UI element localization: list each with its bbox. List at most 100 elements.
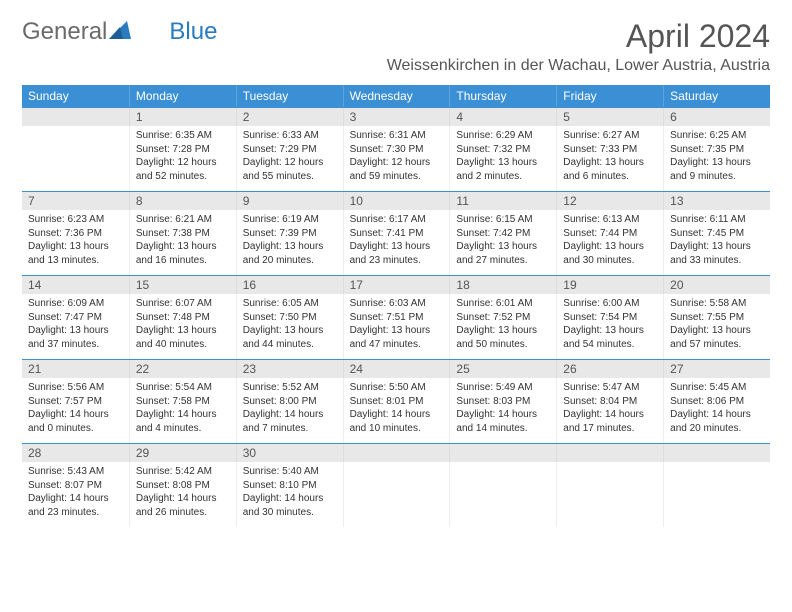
day-detail: Sunrise: 5:40 AMSunset: 8:10 PMDaylight:… xyxy=(236,462,343,527)
day-number: 15 xyxy=(129,276,236,294)
day-detail: Sunrise: 6:13 AMSunset: 7:44 PMDaylight:… xyxy=(556,210,663,275)
day-number: 16 xyxy=(236,276,343,294)
weekday-header-row: SundayMondayTuesdayWednesdayThursdayFrid… xyxy=(22,85,770,107)
day-detail: Sunrise: 5:52 AMSunset: 8:00 PMDaylight:… xyxy=(236,378,343,443)
day-detail: Sunrise: 6:21 AMSunset: 7:38 PMDaylight:… xyxy=(129,210,236,275)
daynum-row: 14151617181920 xyxy=(22,275,770,294)
sunrise-text: Sunrise: 5:49 AM xyxy=(456,381,550,395)
day-number xyxy=(556,444,663,462)
sunrise-text: Sunrise: 5:58 AM xyxy=(670,297,764,311)
day-detail: Sunrise: 5:47 AMSunset: 8:04 PMDaylight:… xyxy=(556,378,663,443)
day-detail xyxy=(343,462,450,527)
location-text: Weissenkirchen in der Wachau, Lower Aust… xyxy=(387,57,770,75)
sunset-text: Sunset: 7:45 PM xyxy=(670,227,764,241)
sunset-text: Sunset: 7:33 PM xyxy=(563,143,657,157)
sunrise-text: Sunrise: 6:11 AM xyxy=(670,213,764,227)
detail-row: Sunrise: 6:09 AMSunset: 7:47 PMDaylight:… xyxy=(22,294,770,359)
sunset-text: Sunset: 7:52 PM xyxy=(456,311,550,325)
daynum-row: 21222324252627 xyxy=(22,359,770,378)
day-detail: Sunrise: 5:43 AMSunset: 8:07 PMDaylight:… xyxy=(22,462,129,527)
sunset-text: Sunset: 7:29 PM xyxy=(243,143,337,157)
day-detail: Sunrise: 5:42 AMSunset: 8:08 PMDaylight:… xyxy=(129,462,236,527)
daylight-text: Daylight: 12 hours and 59 minutes. xyxy=(350,156,444,183)
sunset-text: Sunset: 7:55 PM xyxy=(670,311,764,325)
daylight-text: Daylight: 13 hours and 44 minutes. xyxy=(243,324,337,351)
day-number: 7 xyxy=(22,192,129,210)
daylight-text: Daylight: 14 hours and 30 minutes. xyxy=(243,492,337,519)
day-detail: Sunrise: 6:15 AMSunset: 7:42 PMDaylight:… xyxy=(449,210,556,275)
day-number: 10 xyxy=(343,192,450,210)
daylight-text: Daylight: 14 hours and 14 minutes. xyxy=(456,408,550,435)
day-number: 3 xyxy=(343,108,450,126)
weekday-cell: Monday xyxy=(129,85,236,107)
daylight-text: Daylight: 14 hours and 17 minutes. xyxy=(563,408,657,435)
day-detail: Sunrise: 6:09 AMSunset: 7:47 PMDaylight:… xyxy=(22,294,129,359)
sunrise-text: Sunrise: 5:45 AM xyxy=(670,381,764,395)
daylight-text: Daylight: 13 hours and 16 minutes. xyxy=(136,240,230,267)
day-detail: Sunrise: 6:11 AMSunset: 7:45 PMDaylight:… xyxy=(663,210,770,275)
sunset-text: Sunset: 7:28 PM xyxy=(136,143,230,157)
day-detail: Sunrise: 5:58 AMSunset: 7:55 PMDaylight:… xyxy=(663,294,770,359)
sunset-text: Sunset: 7:36 PM xyxy=(28,227,123,241)
weekday-cell: Sunday xyxy=(22,85,129,107)
day-detail: Sunrise: 6:27 AMSunset: 7:33 PMDaylight:… xyxy=(556,126,663,191)
sunset-text: Sunset: 8:04 PM xyxy=(563,395,657,409)
sunrise-text: Sunrise: 6:19 AM xyxy=(243,213,337,227)
day-detail: Sunrise: 5:54 AMSunset: 7:58 PMDaylight:… xyxy=(129,378,236,443)
sunrise-text: Sunrise: 6:13 AM xyxy=(563,213,657,227)
day-number: 27 xyxy=(663,360,770,378)
sunrise-text: Sunrise: 5:42 AM xyxy=(136,465,230,479)
sunrise-text: Sunrise: 6:01 AM xyxy=(456,297,550,311)
daylight-text: Daylight: 13 hours and 2 minutes. xyxy=(456,156,550,183)
sunset-text: Sunset: 7:50 PM xyxy=(243,311,337,325)
detail-row: Sunrise: 6:35 AMSunset: 7:28 PMDaylight:… xyxy=(22,126,770,191)
sunrise-text: Sunrise: 5:43 AM xyxy=(28,465,123,479)
header: General Blue April 2024 Weissenkirchen i… xyxy=(22,18,770,75)
sunset-text: Sunset: 7:54 PM xyxy=(563,311,657,325)
day-number xyxy=(22,108,129,126)
daylight-text: Daylight: 13 hours and 20 minutes. xyxy=(243,240,337,267)
day-detail: Sunrise: 5:56 AMSunset: 7:57 PMDaylight:… xyxy=(22,378,129,443)
day-number: 24 xyxy=(343,360,450,378)
day-number xyxy=(663,444,770,462)
daylight-text: Daylight: 13 hours and 57 minutes. xyxy=(670,324,764,351)
day-number: 21 xyxy=(22,360,129,378)
day-detail: Sunrise: 6:25 AMSunset: 7:35 PMDaylight:… xyxy=(663,126,770,191)
logo-text-gray: General xyxy=(22,18,107,46)
sunset-text: Sunset: 8:00 PM xyxy=(243,395,337,409)
daylight-text: Daylight: 13 hours and 9 minutes. xyxy=(670,156,764,183)
daylight-text: Daylight: 14 hours and 26 minutes. xyxy=(136,492,230,519)
sunset-text: Sunset: 7:47 PM xyxy=(28,311,123,325)
daylight-text: Daylight: 14 hours and 23 minutes. xyxy=(28,492,123,519)
weekday-cell: Friday xyxy=(556,85,663,107)
sunset-text: Sunset: 7:48 PM xyxy=(136,311,230,325)
sunrise-text: Sunrise: 6:17 AM xyxy=(350,213,444,227)
sunset-text: Sunset: 7:42 PM xyxy=(456,227,550,241)
daylight-text: Daylight: 13 hours and 6 minutes. xyxy=(563,156,657,183)
day-detail xyxy=(449,462,556,527)
detail-row: Sunrise: 5:56 AMSunset: 7:57 PMDaylight:… xyxy=(22,378,770,443)
day-detail: Sunrise: 6:07 AMSunset: 7:48 PMDaylight:… xyxy=(129,294,236,359)
sunrise-text: Sunrise: 5:47 AM xyxy=(563,381,657,395)
daylight-text: Daylight: 14 hours and 0 minutes. xyxy=(28,408,123,435)
day-number: 13 xyxy=(663,192,770,210)
title-block: April 2024 Weissenkirchen in der Wachau,… xyxy=(387,18,770,75)
day-number: 26 xyxy=(556,360,663,378)
sunrise-text: Sunrise: 6:15 AM xyxy=(456,213,550,227)
sunrise-text: Sunrise: 5:54 AM xyxy=(136,381,230,395)
weekday-cell: Wednesday xyxy=(343,85,450,107)
detail-row: Sunrise: 6:23 AMSunset: 7:36 PMDaylight:… xyxy=(22,210,770,275)
daylight-text: Daylight: 13 hours and 33 minutes. xyxy=(670,240,764,267)
month-title: April 2024 xyxy=(387,18,770,55)
day-number xyxy=(343,444,450,462)
calendar: SundayMondayTuesdayWednesdayThursdayFrid… xyxy=(22,85,770,527)
sunrise-text: Sunrise: 6:33 AM xyxy=(243,129,337,143)
sunrise-text: Sunrise: 5:56 AM xyxy=(28,381,123,395)
day-detail: Sunrise: 6:23 AMSunset: 7:36 PMDaylight:… xyxy=(22,210,129,275)
sunset-text: Sunset: 7:44 PM xyxy=(563,227,657,241)
day-detail: Sunrise: 6:19 AMSunset: 7:39 PMDaylight:… xyxy=(236,210,343,275)
day-detail: Sunrise: 6:33 AMSunset: 7:29 PMDaylight:… xyxy=(236,126,343,191)
sunset-text: Sunset: 7:39 PM xyxy=(243,227,337,241)
day-detail: Sunrise: 6:17 AMSunset: 7:41 PMDaylight:… xyxy=(343,210,450,275)
sunset-text: Sunset: 7:35 PM xyxy=(670,143,764,157)
